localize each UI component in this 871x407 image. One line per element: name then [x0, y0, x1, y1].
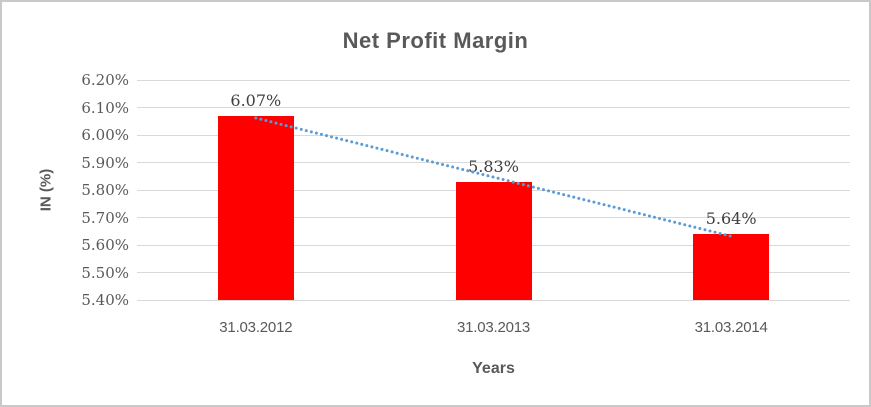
plot-area: 6.07% 5.83% 5.64%: [137, 79, 850, 301]
y-tick-label: 6.20%: [81, 71, 129, 89]
gridline: [137, 134, 850, 136]
bar-value-label: 5.64%: [705, 209, 757, 228]
x-tick-label: 31.03.2013: [456, 319, 531, 336]
bar: [217, 115, 294, 300]
gridline: [137, 107, 850, 108]
gridline: [137, 79, 850, 81]
x-tick-label: 31.03.2014: [694, 319, 768, 336]
y-tick-label: 5.90%: [81, 153, 129, 172]
gridline: [137, 162, 850, 163]
x-axis-title: Years: [472, 360, 515, 377]
bar: [693, 234, 770, 300]
y-tick-label: 5.60%: [81, 236, 129, 254]
y-tick-label: 6.10%: [81, 98, 129, 117]
y-tick-label: 5.70%: [81, 208, 129, 227]
y-tick-label: 6.00%: [81, 126, 129, 144]
chart-title: Net Profit Margin: [342, 28, 529, 53]
trendline: [254, 116, 733, 238]
gridline: [137, 299, 850, 301]
y-tick-label: 5.80%: [81, 181, 129, 199]
bar-value-label: 6.07%: [230, 90, 282, 110]
y-tick-label: 5.50%: [81, 263, 129, 282]
x-tick-label: 31.03.2012: [219, 319, 293, 336]
bar-value-label: 5.83%: [468, 156, 519, 176]
bar: [455, 181, 532, 300]
y-tick-label: 5.40%: [81, 291, 129, 309]
